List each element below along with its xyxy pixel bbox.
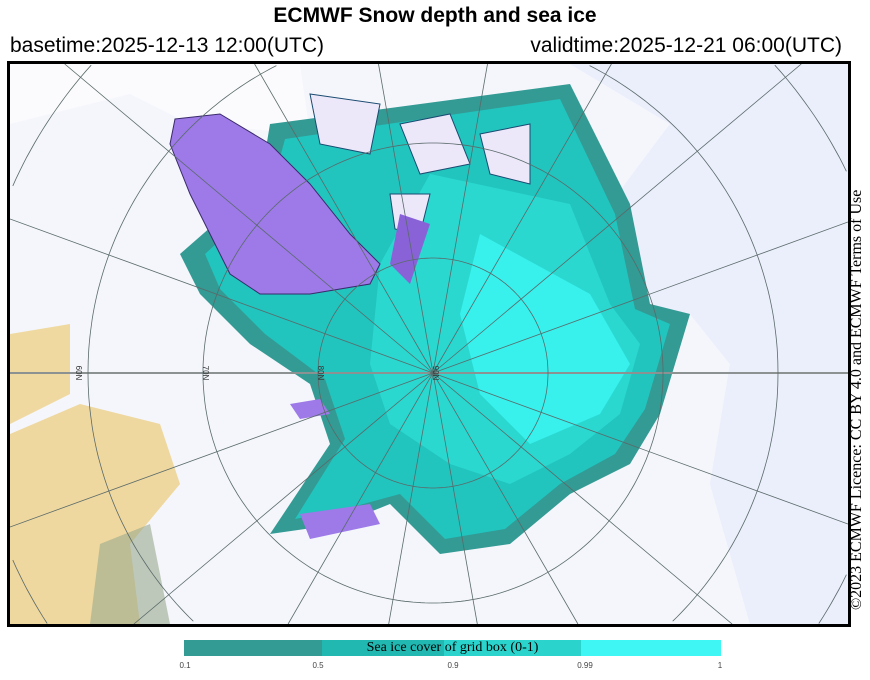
- novaya-zemlya: [300, 504, 380, 539]
- lat-label-70n: 70N: [201, 366, 210, 381]
- graticule-longitude-line: [432, 372, 733, 624]
- lat-label-90n: 90N: [431, 366, 440, 381]
- legend-swatch-0.1-0.5: [184, 640, 322, 656]
- legend-tick: 1: [717, 661, 723, 670]
- licence-text: ©2023 ECMWF Licence: CC BY 4.0 and ECMWF…: [848, 189, 865, 610]
- ellesmere-island: [390, 214, 430, 284]
- legend-tick: 0.99: [577, 661, 593, 670]
- graticule-longitude-line: [64, 64, 434, 374]
- graticule-longitude-line: [432, 372, 579, 624]
- graticule-longitude-line: [378, 64, 434, 374]
- europe-land: [10, 404, 180, 624]
- graticule-longitude-line: [432, 64, 488, 374]
- legend-swatch-0.99-1: [581, 640, 721, 656]
- graticule-longitude-line: [432, 372, 848, 525]
- graticule-longitude-line: [388, 372, 434, 624]
- graticule-latitude-circle: [12, 559, 48, 624]
- legend-colorbar: Sea ice cover of grid box (0-1): [184, 640, 721, 656]
- legend-swatch-0.5-0.9: [322, 640, 444, 656]
- graticule-latitude-circle: [774, 64, 847, 172]
- ice-full-zone: [460, 234, 630, 444]
- basetime-label: basetime:2025-12-13 12:00(UTC): [10, 34, 324, 57]
- graticule-latitude-circle: [818, 574, 847, 624]
- polar-map: 60N 70N 80N 90N: [7, 61, 851, 627]
- graticule-longitude-line: [287, 372, 434, 624]
- graticule-longitude-line: [432, 64, 802, 374]
- forest-land: [90, 524, 170, 624]
- graticule-latitude-circle: [672, 372, 779, 622]
- lat-label-60n: 60N: [74, 366, 83, 381]
- graticule-longitude-line: [254, 64, 434, 374]
- legend-tick: 0.9: [447, 661, 459, 670]
- legend-title: Sea ice cover of grid box (0-1): [366, 640, 539, 655]
- chart-title: ECMWF Snow depth and sea ice: [273, 4, 597, 27]
- legend-tick: 0.5: [312, 661, 324, 670]
- graticule-longitude-line: [10, 372, 434, 528]
- graticule-longitude-line: [133, 372, 434, 624]
- lat-label-80n: 80N: [316, 366, 325, 381]
- graticule-latitude-circle: [589, 65, 779, 374]
- siberia-land: [570, 64, 848, 624]
- graticule: [10, 64, 848, 624]
- graticule-longitude-line: [432, 372, 478, 624]
- graticule-longitude-line: [432, 64, 612, 374]
- legend-tick: 0.1: [179, 661, 191, 670]
- graticule-latitude-circle: [12, 64, 92, 187]
- legend-swatch-0.9-0.99: [444, 640, 581, 656]
- graticule-latitude-circle: [87, 65, 277, 622]
- map-canvas: 60N 70N 80N 90N: [10, 64, 848, 624]
- graticule-longitude-line: [10, 218, 434, 374]
- greenland: [169, 113, 381, 295]
- validtime-label: validtime:2025-12-21 06:00(UTC): [530, 34, 842, 57]
- graticule-longitude-line: [432, 221, 848, 374]
